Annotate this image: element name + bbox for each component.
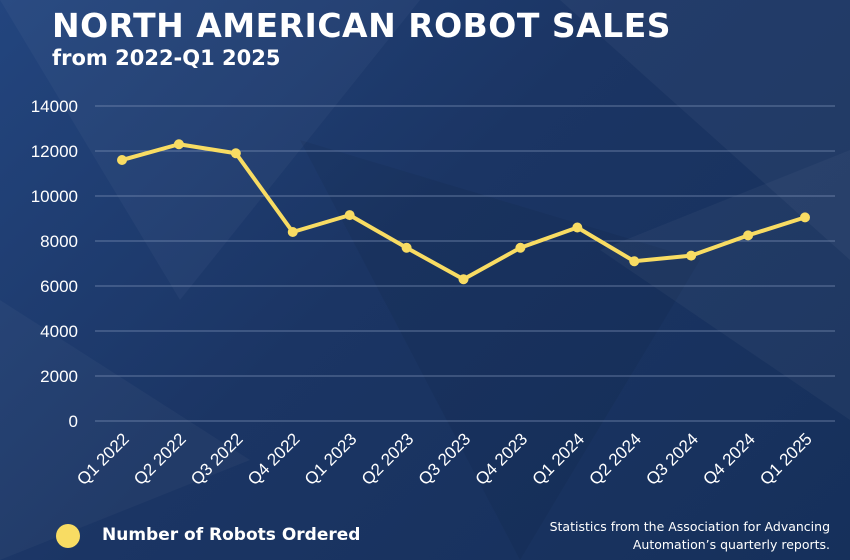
x-tick-label: Q2 2024 bbox=[586, 429, 646, 489]
x-tick-label: Q1 2023 bbox=[301, 429, 361, 489]
data-point bbox=[629, 256, 640, 267]
chart-title: NORTH AMERICAN ROBOT SALES bbox=[52, 6, 672, 45]
y-tick-label: 14000 bbox=[31, 97, 78, 116]
data-point bbox=[743, 230, 754, 241]
data-point bbox=[458, 274, 469, 285]
data-point bbox=[515, 242, 526, 253]
source-note: Statistics from the Association for Adva… bbox=[500, 518, 830, 554]
gridlines bbox=[95, 105, 835, 422]
y-tick-label: 12000 bbox=[31, 142, 78, 161]
series-layer bbox=[117, 139, 810, 285]
x-tick-label: Q4 2024 bbox=[699, 429, 759, 489]
x-tick-label: Q1 2022 bbox=[73, 429, 133, 489]
data-point bbox=[401, 242, 412, 253]
data-point bbox=[800, 212, 810, 223]
y-tick-label: 4000 bbox=[40, 322, 78, 341]
data-point bbox=[572, 222, 583, 233]
chart-subtitle: from 2022-Q1 2025 bbox=[52, 46, 281, 70]
source-note-line-1: Statistics from the Association for Adva… bbox=[549, 519, 830, 534]
y-tick-label: 10000 bbox=[31, 187, 78, 206]
data-point bbox=[344, 210, 355, 221]
x-tick-label: Q4 2023 bbox=[472, 429, 532, 489]
data-point bbox=[173, 139, 184, 150]
y-tick-label: 0 bbox=[69, 412, 78, 431]
legend-label: Number of Robots Ordered bbox=[102, 525, 361, 545]
x-tick-label: Q4 2022 bbox=[244, 429, 304, 489]
source-note-line-2: Automation’s quarterly reports. bbox=[632, 537, 830, 552]
data-point bbox=[287, 227, 298, 237]
y-tick-label: 2000 bbox=[40, 367, 78, 386]
x-tick-label: Q1 2024 bbox=[529, 429, 589, 489]
data-point bbox=[117, 155, 127, 165]
x-tick-label: Q2 2023 bbox=[358, 429, 418, 489]
x-tick-label: Q3 2024 bbox=[642, 429, 702, 489]
data-point bbox=[230, 148, 241, 159]
series-line bbox=[120, 142, 807, 282]
x-tick-label: Q3 2022 bbox=[187, 429, 247, 489]
data-point bbox=[686, 250, 697, 261]
y-tick-label: 6000 bbox=[40, 277, 78, 296]
y-tick-label: 8000 bbox=[40, 232, 78, 251]
x-tick-label: Q2 2022 bbox=[130, 429, 190, 489]
x-tick-label: Q3 2023 bbox=[415, 429, 475, 489]
y-axis-ticks: 0 2000 4000 6000 8000 10000 12000 14000 bbox=[31, 97, 78, 431]
legend-marker bbox=[56, 524, 80, 548]
x-tick-label: Q1 2025 bbox=[756, 429, 816, 489]
